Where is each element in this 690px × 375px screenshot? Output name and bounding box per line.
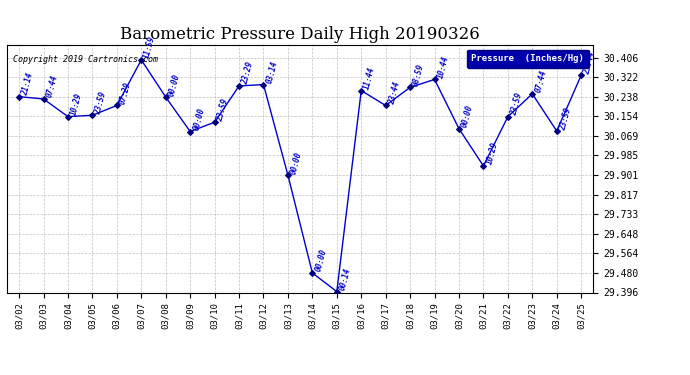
Point <box>136 57 147 63</box>
Text: 00:00: 00:00 <box>313 248 328 273</box>
Point <box>429 76 440 82</box>
Title: Barometric Pressure Daily High 20190326: Barometric Pressure Daily High 20190326 <box>120 27 480 44</box>
Point <box>14 94 25 100</box>
Point <box>356 88 367 94</box>
Point <box>307 270 318 276</box>
Text: Copyright 2019 Cartronics.com: Copyright 2019 Cartronics.com <box>13 55 158 64</box>
Point <box>453 126 464 132</box>
Text: 00:00: 00:00 <box>191 107 206 132</box>
Text: 08:59: 08:59 <box>411 63 426 87</box>
Point <box>87 112 98 118</box>
Point <box>185 129 196 135</box>
Point <box>478 163 489 169</box>
Point <box>380 102 391 108</box>
Text: 10:44: 10:44 <box>436 55 451 80</box>
Point <box>111 102 122 108</box>
Text: 07:44: 07:44 <box>45 74 59 99</box>
Point <box>526 91 538 97</box>
Text: 10:29: 10:29 <box>69 92 84 117</box>
Point <box>38 96 49 102</box>
Point <box>575 72 586 78</box>
Text: 07:29: 07:29 <box>118 81 132 105</box>
Text: 07:44: 07:44 <box>533 69 549 94</box>
Point <box>331 289 342 295</box>
Point <box>502 114 513 120</box>
Text: 23:29: 23:29 <box>240 61 255 86</box>
Text: 00:00: 00:00 <box>289 151 304 175</box>
Text: 00:00: 00:00 <box>167 72 181 97</box>
Point <box>551 128 562 134</box>
Text: 23:59: 23:59 <box>216 98 230 122</box>
Point <box>404 84 415 90</box>
Text: 23:44: 23:44 <box>387 81 402 105</box>
Text: 00:00: 00:00 <box>460 104 475 129</box>
Point <box>160 94 171 100</box>
Text: 11:59: 11:59 <box>143 35 157 60</box>
Text: 00:14: 00:14 <box>338 267 353 292</box>
Text: 23:59: 23:59 <box>94 91 108 115</box>
Text: 21:14: 21:14 <box>20 72 35 97</box>
Point <box>282 172 293 178</box>
Text: 11:44: 11:44 <box>362 66 377 91</box>
Point <box>233 83 244 89</box>
Text: 23:59: 23:59 <box>558 106 573 131</box>
Point <box>209 119 220 125</box>
Text: 23:44: 23:44 <box>582 51 597 75</box>
Text: 23:59: 23:59 <box>509 92 524 117</box>
Point <box>63 114 74 120</box>
Point <box>258 81 269 87</box>
Legend: Pressure  (Inches/Hg): Pressure (Inches/Hg) <box>467 50 589 68</box>
Text: 10:29: 10:29 <box>484 141 500 166</box>
Text: 03:14: 03:14 <box>265 60 279 84</box>
